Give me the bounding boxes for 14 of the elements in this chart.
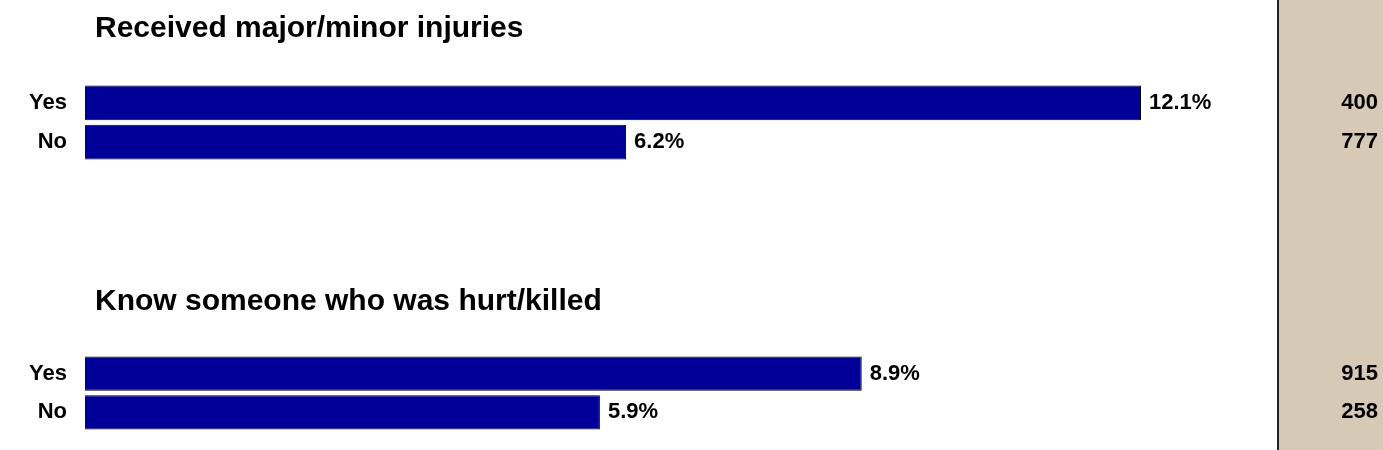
text: 258 [1341,398,1378,424]
y-tick-label: Yes [29,359,67,385]
text: 915 [1341,359,1378,385]
text: 777 [1341,128,1378,154]
y-tick-label: No [37,128,67,154]
data-label: 5.9% [607,398,659,424]
y-tick-label: Yes [29,88,67,114]
data-label: 12.1% [1149,88,1212,114]
chart-title: Received major/minor injuries [95,10,524,44]
data-label: 6.2% [634,128,685,154]
text: 400 [1341,88,1378,114]
data-label: 8.9% [869,359,920,385]
y-tick-label: No [37,398,67,424]
chart-title: Know someone who was hurt/killed [95,283,602,317]
